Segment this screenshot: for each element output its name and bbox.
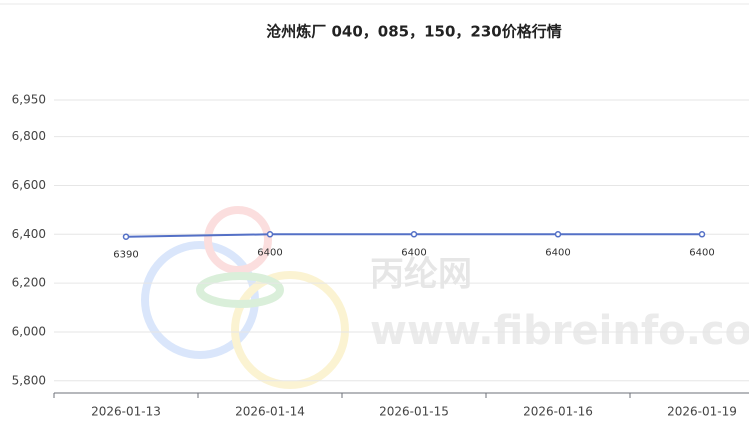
- point: [698, 231, 706, 238]
- watermark: 丙纶网: [370, 255, 472, 295]
- value-label: 6400: [545, 247, 570, 258]
- y-tick-label: 6,200: [12, 276, 46, 290]
- point: [554, 231, 562, 238]
- y-tick-label: 6,800: [12, 129, 46, 143]
- value-label: 6400: [689, 247, 714, 258]
- value-label: 6400: [257, 247, 282, 258]
- x-tick-label: 2026-01-14: [235, 405, 305, 419]
- y-tick-label: 6,400: [12, 227, 46, 241]
- y-tick-label: 5,800: [12, 373, 46, 387]
- y-tick-label: 6,600: [12, 178, 46, 192]
- value-label: 6390: [113, 250, 138, 261]
- y-tick-label: 6,950: [12, 93, 46, 107]
- watermark-logo: [141, 206, 349, 389]
- x-tick-label: 2026-01-16: [523, 405, 593, 419]
- point: [122, 233, 130, 240]
- x-tick-label: 2026-01-15: [379, 405, 449, 419]
- point: [266, 231, 274, 238]
- y-tick-label: 6,000: [12, 324, 46, 338]
- x-tick-label: 2026-01-13: [91, 405, 161, 419]
- point: [410, 231, 418, 238]
- x-tick-label: 2026-01-19: [667, 405, 737, 419]
- watermark: www.fibreinfo.com: [370, 308, 749, 354]
- chart-title: 沧州炼厂 040，085，150，230价格行情: [266, 23, 561, 41]
- value-label: 6400: [401, 247, 426, 258]
